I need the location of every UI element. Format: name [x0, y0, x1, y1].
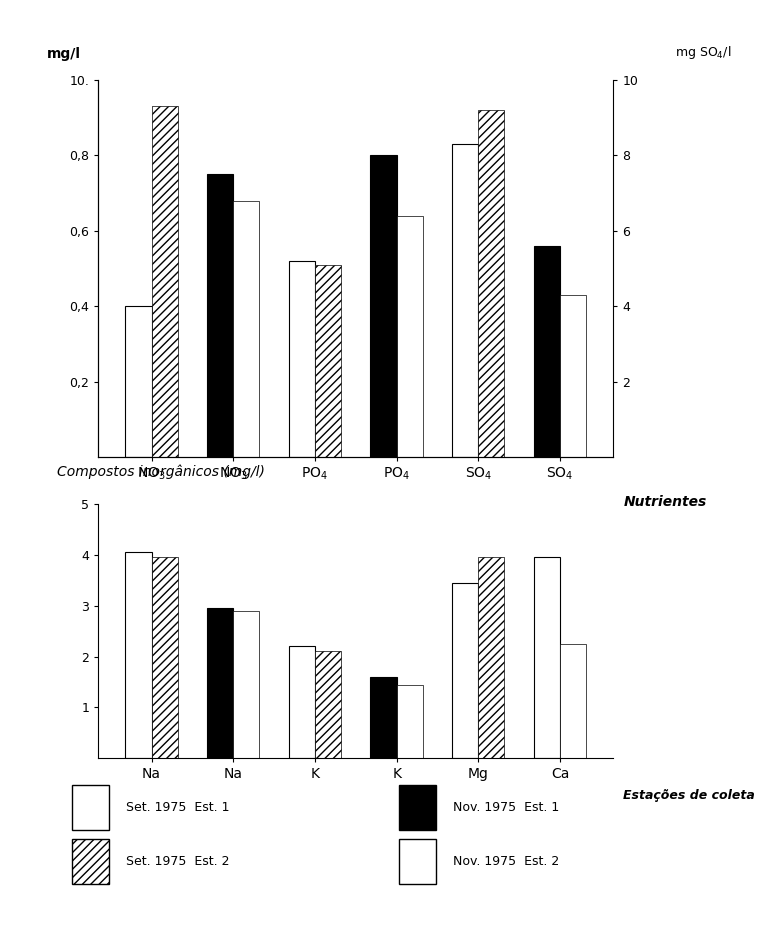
Bar — [233, 610, 260, 758]
Bar — [478, 110, 504, 457]
Bar — [151, 106, 178, 457]
Text: mg/l: mg/l — [47, 47, 81, 61]
Bar — [207, 174, 233, 457]
Bar — [370, 677, 397, 758]
Text: Set. 1975  Est. 1: Set. 1975 Est. 1 — [126, 801, 230, 814]
Bar — [72, 785, 110, 830]
Bar — [288, 261, 315, 457]
Bar — [452, 583, 478, 758]
Text: mg SO$_4$/l: mg SO$_4$/l — [675, 44, 731, 61]
Text: Estações de coleta: Estações de coleta — [624, 788, 755, 802]
Bar — [452, 144, 478, 457]
Bar — [207, 609, 233, 758]
Text: Nov. 1975  Est. 1: Nov. 1975 Est. 1 — [453, 801, 559, 814]
Bar — [288, 646, 315, 758]
Bar — [233, 201, 260, 457]
Bar — [370, 155, 397, 457]
Bar — [399, 839, 437, 885]
Text: Nutrientes: Nutrientes — [624, 495, 707, 509]
Text: Set. 1975  Est. 2: Set. 1975 Est. 2 — [126, 855, 230, 869]
Bar — [151, 558, 178, 758]
Bar — [399, 785, 437, 830]
Bar — [560, 295, 586, 457]
Bar — [478, 558, 504, 758]
Bar — [126, 552, 151, 758]
Bar — [560, 644, 586, 758]
Text: Compostos inorgânicos (mg/l): Compostos inorgânicos (mg/l) — [58, 464, 265, 479]
Bar — [534, 246, 560, 457]
Bar — [126, 306, 151, 457]
Text: Nov. 1975  Est. 2: Nov. 1975 Est. 2 — [453, 855, 559, 869]
Bar — [315, 265, 341, 457]
Bar — [397, 216, 423, 457]
Bar — [72, 839, 110, 885]
Bar — [315, 652, 341, 758]
Bar — [397, 685, 423, 758]
Bar — [534, 558, 560, 758]
